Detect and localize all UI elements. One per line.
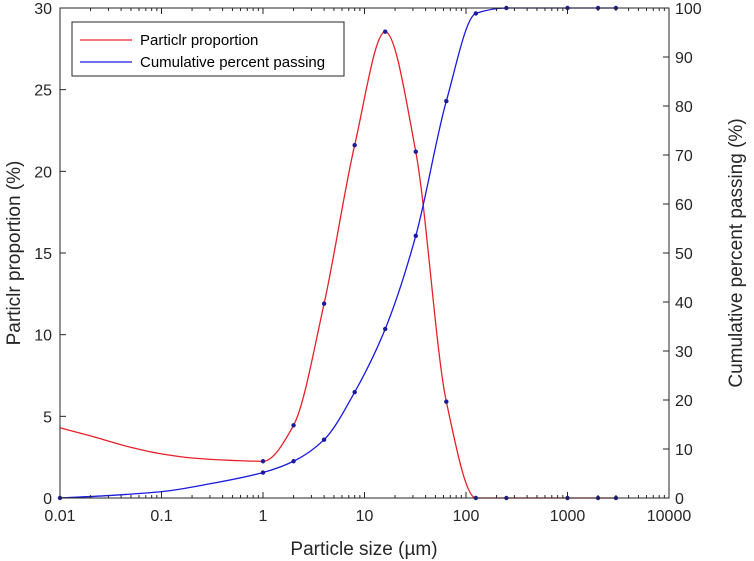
tick-labels-layer: 0.01 0.1 1 10 100 1000 10000051015202530010203… <box>34 1 702 525</box>
right-y-tick-label: 40 <box>675 295 693 312</box>
x-axis-label: Particle size (µm) <box>290 539 437 560</box>
data-point-particle-proportion <box>321 301 327 306</box>
data-point-particle-proportion <box>291 423 296 428</box>
right-y-tick-label: 20 <box>675 393 693 410</box>
right-y-tick-label: 100 <box>675 1 702 18</box>
data-point-particle-proportion <box>444 399 449 404</box>
data-point-particle-proportion <box>413 149 418 154</box>
data-point-cumulative-passing <box>291 459 296 464</box>
left-y-tick-label: 10 <box>34 328 52 345</box>
left-y-tick-label: 30 <box>34 1 52 18</box>
data-point-particle-proportion <box>352 143 357 148</box>
data-point-particle-proportion <box>260 459 266 464</box>
data-point-cumulative-passing <box>473 11 479 16</box>
right-y-tick-label: 10 <box>675 442 693 459</box>
right-y-tick-label: 60 <box>675 197 693 214</box>
x-tick-label: 1000 <box>550 508 586 525</box>
data-point-cumulative-passing <box>260 470 266 475</box>
right-y-tick-label: 0 <box>675 491 684 508</box>
right-y-tick-label: 30 <box>675 344 693 361</box>
x-tick-label: 0.1 <box>150 508 172 525</box>
ticks-layer <box>59 7 670 499</box>
data-point-cumulative-passing <box>383 326 388 332</box>
data-point-particle-proportion <box>383 29 388 34</box>
data-point-cumulative-passing <box>444 98 449 104</box>
right-y-tick-label: 50 <box>675 246 693 263</box>
left-y-tick-label: 0 <box>43 491 52 508</box>
legend-label-particle-proportion: Particlr proportion <box>140 32 258 49</box>
data-point-cumulative-passing <box>352 389 357 395</box>
legend-box <box>71 21 345 77</box>
left-y-tick-label: 15 <box>34 246 52 263</box>
right-y-axis-label: Cumulative percent passing (%) <box>726 118 747 387</box>
left-y-tick-label: 25 <box>34 83 52 100</box>
x-tick-label: 10000 <box>647 508 692 525</box>
x-tick-label: 100 <box>453 508 480 525</box>
legend: Particlr proportion Cumulative percent p… <box>71 21 345 77</box>
x-tick-label: 1 <box>259 508 268 525</box>
left-y-tick-label: 20 <box>34 164 52 181</box>
legend-label-cumulative-passing: Cumulative percent passing <box>140 54 325 71</box>
data-point-cumulative-passing <box>413 233 418 239</box>
left-y-axis-label: Particlr proportion (%) <box>4 161 25 346</box>
right-y-tick-label: 70 <box>675 148 693 165</box>
plot-area <box>60 8 669 498</box>
x-tick-label: 0.01 <box>44 508 75 525</box>
data-point-cumulative-passing <box>321 437 327 442</box>
x-tick-label: 10 <box>356 508 374 525</box>
right-y-tick-label: 80 <box>675 99 693 116</box>
left-y-tick-label: 5 <box>43 409 52 426</box>
right-y-tick-label: 90 <box>675 50 693 67</box>
